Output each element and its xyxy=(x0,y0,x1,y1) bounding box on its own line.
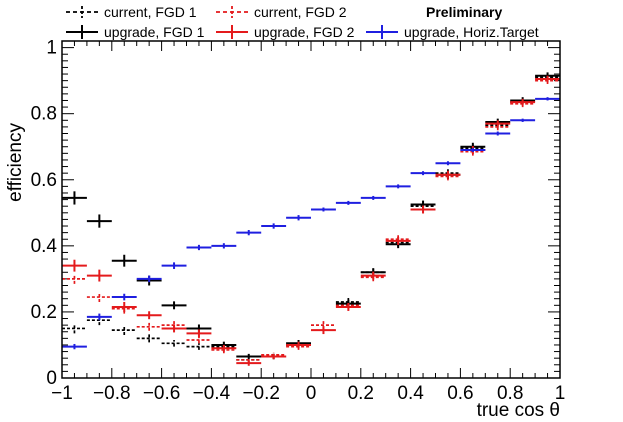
x-tick-label: −1 xyxy=(51,383,73,404)
legend-entry-current-fgd2: current, FGD 2 xyxy=(216,4,347,20)
y-tick-label: 0.2 xyxy=(31,302,57,323)
legend-label-current-fgd2: current, FGD 2 xyxy=(254,4,347,20)
legend-entry-upgrade-fgd2: upgrade, FGD 2 xyxy=(216,24,355,40)
x-tick-label: 0.8 xyxy=(497,383,523,404)
legend-label-upgrade-horiz-target: upgrade, Horiz.Target xyxy=(404,24,539,40)
x-tick-label: −0.4 xyxy=(193,383,231,404)
y-tick-label: 0.8 xyxy=(31,104,57,125)
series-upgrade-fgd-2 xyxy=(62,75,560,366)
x-tick-label: 1 xyxy=(555,383,566,404)
y-tick-label: 0 xyxy=(46,368,57,389)
x-tick-label: 0 xyxy=(306,383,317,404)
legend-entry-upgrade-fgd1: upgrade, FGD 1 xyxy=(66,24,205,40)
preliminary-label: Preliminary xyxy=(426,4,502,20)
x-tick-label: 0.6 xyxy=(447,383,473,404)
x-tick-label: −0.2 xyxy=(242,383,280,404)
legend-label-current-fgd1: current, FGD 1 xyxy=(104,4,197,20)
y-tick-label: 0.6 xyxy=(31,170,57,191)
x-axis-label: true cos θ xyxy=(477,400,560,421)
plot-frame xyxy=(61,40,561,379)
x-tick-label: −0.6 xyxy=(143,383,181,404)
legend-entry-upgrade-horiz-target: upgrade, Horiz.Target xyxy=(366,24,539,40)
legend-label-upgrade-fgd2: upgrade, FGD 2 xyxy=(254,24,355,40)
x-tick-label: 0.2 xyxy=(348,383,374,404)
x-tick-label: 0.4 xyxy=(397,383,424,404)
x-tick-label: −0.8 xyxy=(93,383,131,404)
legend-label-upgrade-fgd1: upgrade, FGD 1 xyxy=(104,24,205,40)
series-upgrade-horiz-target xyxy=(62,97,560,350)
y-tick-label: 1 xyxy=(46,38,57,59)
data-series xyxy=(62,72,560,366)
series-current-fgd-2 xyxy=(62,77,560,363)
y-axis-label: efficiency xyxy=(5,123,26,202)
legend: current, FGD 1 current, FGD 2 Preliminar… xyxy=(66,4,539,40)
legend-entry-current-fgd1: current, FGD 1 xyxy=(66,4,197,20)
y-tick-label: 0.4 xyxy=(31,236,58,257)
axis-ticks: −1 −0.8 −0.6 −0.4 −0.2 0 0.2 0.4 0.6 0.8 1 0 0.2 0.4 0… xyxy=(31,38,566,404)
